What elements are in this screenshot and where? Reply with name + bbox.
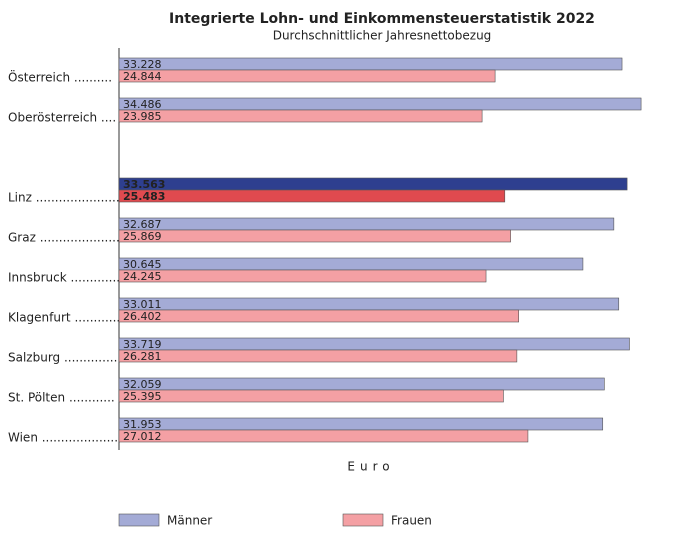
y-tick-label: Wien ......................	[8, 431, 126, 445]
bar	[118, 389, 504, 403]
value-label: 25.483	[123, 190, 165, 203]
bar	[118, 349, 518, 363]
value-label: 32.059	[123, 378, 162, 391]
legend-label: Männer	[167, 514, 212, 528]
value-label: 27.012	[123, 430, 162, 443]
y-tick-label: Österreich ..........	[8, 69, 112, 85]
x-axis-label: Euro	[347, 460, 394, 474]
value-label: 34.486	[123, 98, 162, 111]
bar	[118, 297, 620, 311]
bar	[118, 337, 630, 351]
y-tick-label: Oberösterreich ....	[8, 111, 116, 125]
bar	[118, 69, 496, 83]
value-label: 25.869	[123, 230, 162, 243]
y-tick-label: Salzburg ...............	[8, 351, 121, 365]
value-label: 33.563	[123, 178, 165, 191]
value-label: 33.011	[123, 298, 162, 311]
legend-label: Frauen	[391, 514, 432, 528]
bar	[118, 97, 642, 111]
bar	[118, 269, 487, 283]
chart-subtitle: Durchschnittlicher Jahresnettobezug	[273, 29, 492, 43]
y-tick-label: Innsbruck ..............	[8, 271, 124, 285]
legend-swatch	[342, 513, 384, 527]
bar	[118, 109, 483, 123]
bar	[118, 217, 615, 231]
y-tick-label: Graz ......................	[8, 231, 124, 245]
bar	[118, 189, 506, 203]
bar	[118, 417, 604, 431]
value-label: 24.245	[123, 270, 162, 283]
bar	[118, 257, 584, 271]
bar	[118, 309, 519, 323]
value-label: 25.395	[123, 390, 162, 403]
y-tick-label: Linz ........................	[8, 191, 127, 205]
bar	[118, 377, 605, 391]
value-label: 33.228	[123, 58, 162, 71]
bar	[118, 57, 623, 71]
value-label: 26.281	[123, 350, 162, 363]
value-label: 30.645	[123, 258, 162, 271]
value-label: 31.953	[123, 418, 162, 431]
legend-swatch	[118, 513, 160, 527]
chart-title: Integrierte Lohn- und Einkommensteuersta…	[169, 11, 595, 27]
value-label: 26.402	[123, 310, 162, 323]
value-label: 32.687	[123, 218, 162, 231]
value-label: 24.844	[123, 70, 162, 83]
bar	[118, 177, 628, 191]
value-label: 33.719	[123, 338, 162, 351]
y-tick-label: St. Pölten ............	[8, 391, 115, 405]
bar	[118, 429, 529, 443]
y-tick-label: Klagenfurt ............	[8, 311, 120, 325]
bar	[118, 229, 511, 243]
value-label: 23.985	[123, 110, 162, 123]
